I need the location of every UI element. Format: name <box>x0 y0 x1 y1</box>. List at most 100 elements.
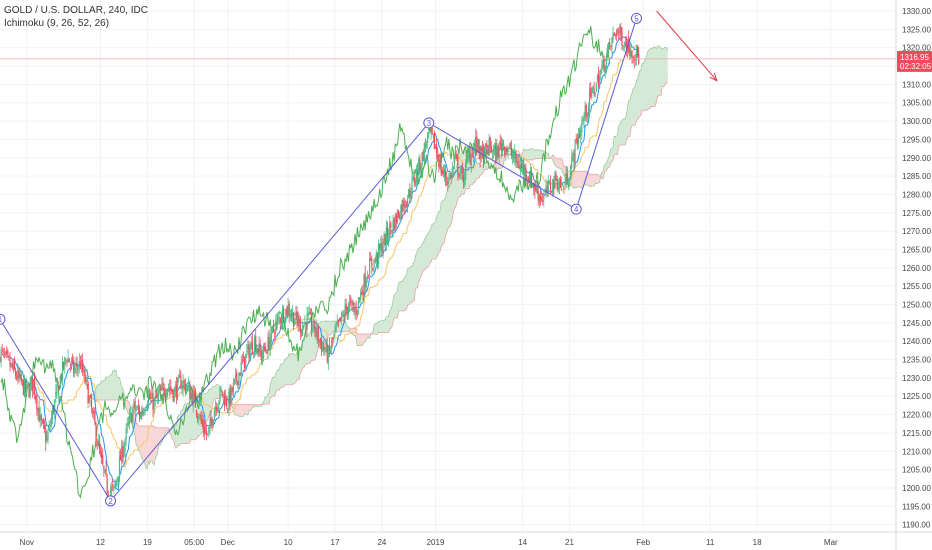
candle-body <box>54 399 56 414</box>
candle-body <box>229 389 231 405</box>
candle-body <box>421 152 423 167</box>
candle-body <box>112 484 114 487</box>
candle-body <box>134 401 136 410</box>
candle-body <box>449 174 451 179</box>
candle-body <box>534 188 536 192</box>
symbol-title[interactable]: GOLD / U.S. DOLLAR, 240, IDC <box>4 5 148 16</box>
candle-body <box>149 393 151 399</box>
candle-body <box>309 312 312 315</box>
candle-body <box>557 185 559 191</box>
candle-body <box>459 174 461 176</box>
candle-body <box>439 158 441 168</box>
candle-body <box>553 180 555 189</box>
price-axis[interactable]: 1190.00 1195.00 1200.00 1205.00 1210.00 1215.… <box>895 0 931 550</box>
candle-body <box>621 32 623 47</box>
candle-body <box>299 319 301 333</box>
candle-body <box>610 45 612 47</box>
candle-body <box>128 415 131 424</box>
candle-body <box>398 210 400 218</box>
candle-body <box>55 391 57 398</box>
candle-body <box>26 385 28 390</box>
candle-body <box>132 409 134 422</box>
candle-body <box>252 352 255 355</box>
cloud-segment <box>371 149 493 335</box>
candle-body <box>187 385 189 391</box>
candle-body <box>224 396 227 406</box>
candle-body <box>552 178 554 195</box>
candle-body <box>595 83 597 92</box>
candle-body <box>127 422 130 425</box>
candle-body <box>480 146 482 158</box>
candle-body <box>471 156 473 158</box>
candle-body <box>393 218 395 231</box>
candle-body <box>300 331 303 333</box>
candle-body <box>624 40 626 47</box>
candle-body <box>518 166 520 169</box>
candle-body <box>285 308 287 320</box>
price-tick-label: 1270.00 <box>902 227 931 236</box>
candle-body <box>315 333 317 336</box>
candle-body <box>47 432 49 440</box>
candle-body <box>200 415 202 422</box>
candle-body <box>204 430 207 434</box>
indicator-label[interactable]: Ichimoku (9, 26, 52, 26) <box>4 18 110 29</box>
candle-body <box>78 360 80 367</box>
candle-body <box>49 424 51 427</box>
candle-body <box>410 194 412 196</box>
candle-body <box>164 394 166 396</box>
candle-body <box>356 310 358 316</box>
candle-body <box>31 378 33 391</box>
time-tick-label: 21 <box>565 538 574 547</box>
candle-body <box>210 416 212 422</box>
candle-body <box>392 220 394 232</box>
candle-body <box>327 347 329 363</box>
candle-body <box>578 133 581 138</box>
price-tick-label: 1325.00 <box>902 25 931 34</box>
candle-body <box>288 303 290 315</box>
candle-body <box>352 302 354 306</box>
candle-body <box>408 189 410 198</box>
candle-body <box>219 387 221 402</box>
candle-body <box>243 356 246 368</box>
price-tick-label: 1260.00 <box>902 264 931 273</box>
candle-body <box>404 205 406 208</box>
candle-body <box>0 359 1 362</box>
candle-body <box>529 170 532 185</box>
candle-body <box>261 355 264 358</box>
candle-body <box>555 174 557 180</box>
candle-body <box>396 211 399 222</box>
candle-body <box>629 48 631 56</box>
candle-body <box>236 372 238 381</box>
candle-body <box>266 352 268 354</box>
candle-body <box>603 57 605 72</box>
candle-body <box>357 297 360 309</box>
candle-body <box>600 69 602 75</box>
price-tick-label: 1250.00 <box>902 301 931 310</box>
candle-body <box>314 320 316 333</box>
price-tick-label: 1300.00 <box>902 117 931 126</box>
candle-body <box>201 418 203 424</box>
candle-body <box>537 191 539 201</box>
price-tick-label: 1210.00 <box>902 447 931 456</box>
candle-body <box>181 386 183 390</box>
candle-body <box>249 348 251 358</box>
candle-body <box>303 324 305 329</box>
candle-body <box>241 360 243 362</box>
candle-body <box>9 359 11 368</box>
candle-body <box>268 336 270 350</box>
candle-body <box>582 118 584 123</box>
candle-body <box>609 42 611 46</box>
candle-body <box>59 375 61 389</box>
candle-body <box>478 139 480 153</box>
candle-body <box>257 348 259 353</box>
time-axis[interactable]: Nov 12 19 05:00 Dec 10 17 24 2019 14 21 Feb 11 18 Mar <box>0 531 932 547</box>
candle-body <box>211 419 213 426</box>
candle-body <box>381 241 383 254</box>
candle-body <box>390 222 392 228</box>
candle-body <box>420 166 422 172</box>
candle-body <box>451 168 453 177</box>
candle-body <box>472 147 475 158</box>
candle-body <box>217 406 219 413</box>
candle-body <box>623 46 625 48</box>
